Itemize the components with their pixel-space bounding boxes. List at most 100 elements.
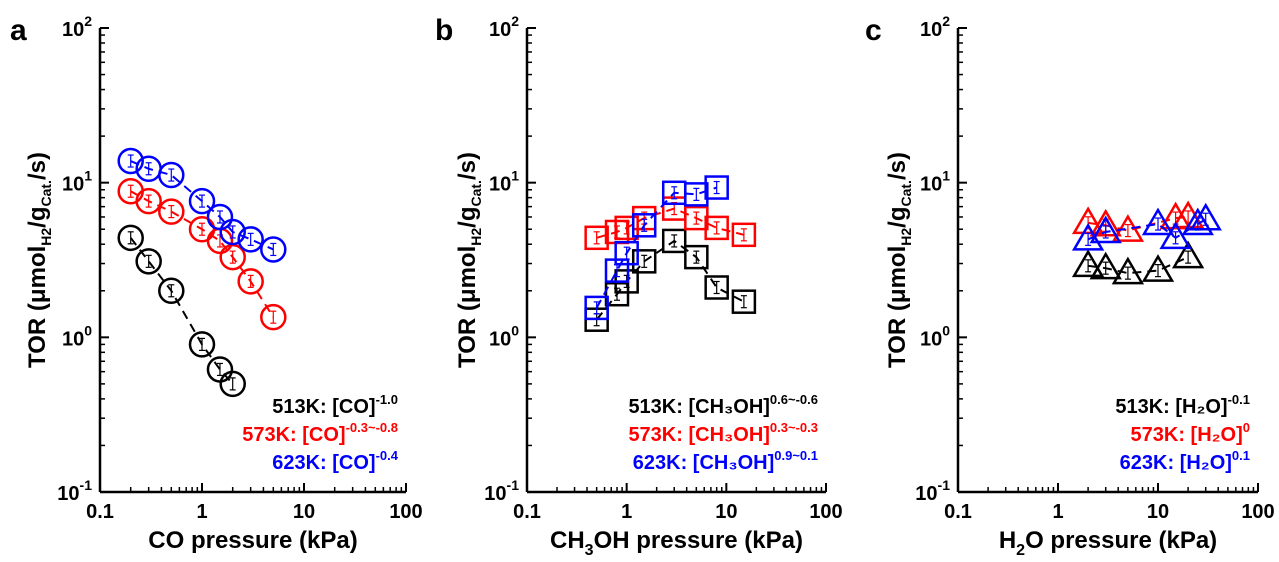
data-point [1071,249,1105,278]
data-point [117,147,144,175]
data-point [1171,240,1205,269]
y-axis-label: TOR (μmolH2/gCat./s) [24,152,54,368]
x-tick-label: 10 [1147,501,1169,523]
annotation-label: 623K: [CO] [272,452,375,474]
data-point [117,224,144,252]
y-label-subscript: Cat. [898,180,914,206]
y-tick-base: 10 [489,19,511,41]
y-tick-exponent: -1 [80,477,93,493]
data-point [1111,214,1145,242]
y-tick-exponent: -1 [507,477,520,493]
y-tick-label: 102 [920,13,950,41]
series-0 [117,224,246,398]
x-axis-label: H2O pressure (kPa) [999,527,1217,559]
data-point [704,175,729,200]
y-tick-exponent: 1 [511,168,519,184]
data-point [135,187,162,215]
x-tick-label: 100 [809,501,842,523]
series-line [1087,218,1207,241]
x-tick-label: 1 [621,501,632,523]
data-point [219,218,246,246]
annotation-label: 513K: [CO] [272,396,375,418]
y-label-part: /g [24,206,51,227]
y-label-subscript: H2 [38,228,54,246]
data-point [1181,207,1214,236]
y-label-part: /s) [454,152,481,180]
y-tick-base: 10 [920,174,942,196]
order-annotation: 513K: [CO]-1.0 [272,392,398,418]
data-point [604,258,630,283]
series-2 [1071,202,1222,251]
data-point [135,248,162,275]
x-tick-label: 0.1 [944,501,972,523]
series-line [129,237,234,385]
y-label-part: /g [454,206,481,227]
annotation-exponent: 0 [1243,420,1250,435]
y-tick-label: 100 [489,322,519,350]
y-tick-label: 102 [62,13,92,41]
annotation-exponent: -0.3~-0.8 [346,420,398,435]
y-tick-exponent: 0 [942,322,950,338]
y-label-part: TOR (μmol [24,246,51,368]
x-tick-label: 100 [1241,501,1274,523]
order-annotation: 513K: [H₂O]-0.1 [1115,392,1250,418]
annotation-label: 573K: [CH₃OH] [628,424,769,446]
annotation-exponent: 0.1 [1232,448,1250,463]
y-tick-base: 10 [489,174,511,196]
y-tick-label: 101 [489,168,519,196]
annotation-exponent: -1.0 [376,392,398,407]
data-point [684,182,709,207]
y-tick-label: 10-1 [915,477,950,505]
x-tick-label: 1 [196,501,207,523]
annotation-label: 623K: [CH₃OH] [633,452,774,474]
data-point [604,281,630,307]
annotation-label: 623K: [H₂O] [1120,452,1232,474]
series-line [596,207,745,239]
data-point [188,187,216,215]
order-annotation: 623K: [CH₃OH]0.9~0.1 [633,448,818,474]
data-point [1189,202,1222,231]
data-point [614,240,639,266]
order-annotation: 513K: [CH₃OH]0.6~-0.6 [628,392,818,418]
x-tick-label: 10 [715,501,737,523]
data-point [237,226,264,253]
data-point [704,275,729,300]
panel-label: b [435,14,453,47]
annotation-exponent: 0.9~0.1 [774,448,818,463]
data-point [584,225,609,251]
y-tick-exponent: 1 [942,168,950,184]
data-point [260,303,287,331]
order-annotation: 573K: [CO]-0.3~-0.8 [242,420,398,446]
order-annotation: 623K: [CO]-0.4 [272,448,399,474]
y-label-part: /s) [884,152,911,180]
data-point [219,370,246,398]
y-label-part: /s) [24,152,51,180]
annotation-exponent: 0.6~-0.6 [770,392,818,407]
annotation-exponent: -0.1 [1228,392,1250,407]
y-label-subscript: H2 [898,228,914,246]
series-1 [584,196,757,251]
y-tick-exponent: 2 [511,13,519,29]
y-tick-base: 10 [915,483,937,505]
y-tick-base: 10 [489,328,511,350]
y-tick-label: 10-1 [484,477,519,505]
annotation-label: 513K: [H₂O] [1115,396,1227,418]
y-axis-label: TOR (μmolH2/gCat./s) [454,152,484,368]
y-tick-label: 102 [489,13,519,41]
annotation-exponent: -0.4 [376,448,399,463]
y-tick-base: 10 [62,174,84,196]
y-tick-base: 10 [62,328,84,350]
data-point [158,161,185,189]
y-tick-base: 10 [920,19,942,41]
x-label-part: O pressure (kPa) [1025,527,1217,554]
x-label-subscript: 3 [585,542,594,559]
data-point [631,213,657,238]
y-tick-base: 10 [484,483,506,505]
data-point [260,236,287,263]
annotation-exponent: 0.3~-0.3 [770,420,818,435]
y-tick-label: 100 [62,322,92,350]
data-point [237,268,264,295]
data-point [704,215,729,241]
data-point [1111,256,1145,285]
